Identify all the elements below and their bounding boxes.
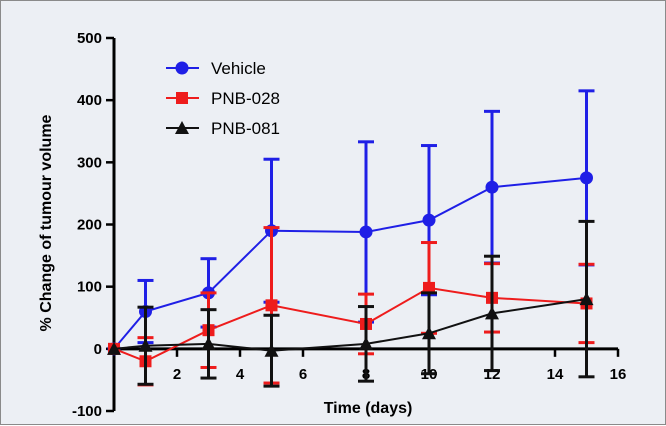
legend-label: Vehicle (211, 59, 266, 78)
data-point (138, 338, 153, 352)
y-tick-label: 200 (77, 217, 102, 234)
series-line (113, 298, 587, 352)
axes: -1000100200300400500246810121416 (72, 30, 626, 420)
y-tick-label: 100 (77, 279, 102, 296)
y-tick-label: 400 (77, 92, 102, 109)
series-pnb-028 (108, 226, 595, 387)
x-tick-label: 4 (236, 366, 245, 383)
data-point (201, 336, 216, 350)
legend-label: PNB-081 (211, 119, 280, 138)
data-point (579, 292, 594, 306)
y-axis-title: % Change of tumour volume (38, 114, 55, 331)
data-point (359, 225, 373, 239)
y-tick-label: 300 (77, 154, 102, 171)
x-tick-label: 16 (610, 366, 627, 383)
series-line (113, 286, 587, 363)
y-tick-label: 500 (77, 30, 102, 47)
legend-marker (175, 121, 189, 134)
legend: Vehicle PNB-028 PNB-081 (166, 59, 280, 138)
data-point (580, 171, 593, 185)
legend-label: PNB-028 (211, 89, 280, 108)
x-tick-label: 2 (173, 366, 181, 383)
data-point (359, 336, 373, 350)
x-axis-title: Time (days) (324, 400, 413, 417)
x-tick-label: 6 (299, 366, 307, 383)
legend-item-vehicle: Vehicle (166, 59, 266, 78)
legend-marker (175, 61, 189, 75)
data-point (423, 281, 435, 294)
series-line (113, 176, 587, 350)
y-tick-label: -100 (72, 403, 102, 420)
y-tick-label: 0 (94, 341, 102, 358)
x-tick-label: 14 (547, 366, 564, 383)
data-point (265, 299, 278, 312)
data-point (485, 180, 499, 194)
data-point (107, 341, 121, 355)
series-pnb-081 (107, 219, 595, 388)
legend-marker (176, 92, 188, 104)
data-point (422, 326, 436, 340)
data-point (485, 306, 499, 320)
data-point (264, 343, 279, 357)
legend-item-pnb-028: PNB-028 (166, 89, 280, 108)
data-point (422, 213, 436, 227)
legend-item-pnb-081: PNB-081 (166, 119, 280, 138)
series-layer (107, 89, 595, 388)
